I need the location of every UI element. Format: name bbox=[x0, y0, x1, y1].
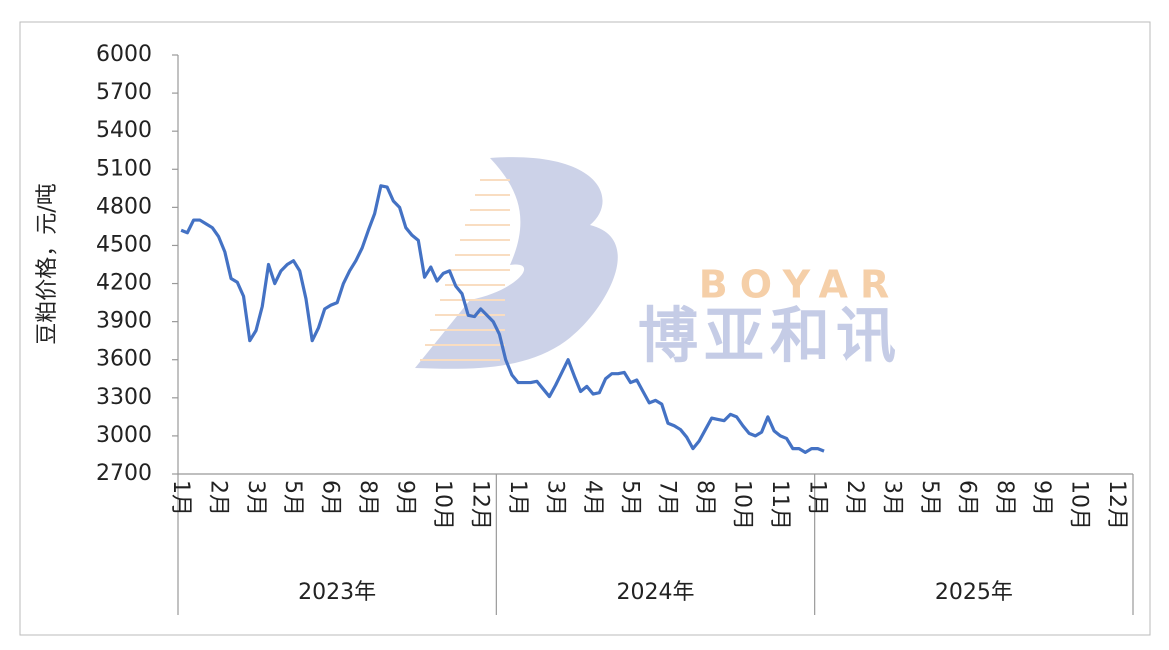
x-tick-label: 12月 bbox=[467, 480, 492, 530]
y-tick-label: 4200 bbox=[96, 271, 152, 296]
x-tick-label: 3月 bbox=[243, 480, 268, 516]
x-tick-label: 3月 bbox=[542, 480, 567, 516]
group-label: 2023年 bbox=[298, 580, 376, 605]
x-tick-label: 5月 bbox=[280, 480, 305, 516]
watermark-chinese: 博亚和讯 bbox=[638, 302, 902, 372]
x-tick-label: 4月 bbox=[580, 480, 605, 516]
y-tick-label: 4800 bbox=[96, 194, 152, 219]
x-tick-label: 10月 bbox=[430, 480, 455, 530]
y-tick-label: 5700 bbox=[96, 80, 152, 105]
x-tick-label: 6月 bbox=[954, 480, 979, 516]
y-tick-label: 3600 bbox=[96, 347, 152, 372]
x-tick-label: 3月 bbox=[879, 480, 904, 516]
y-tick-label: 6000 bbox=[96, 42, 152, 67]
y-tick-label: 2700 bbox=[96, 461, 152, 486]
x-tick-label: 2月 bbox=[205, 480, 230, 516]
chart-frame bbox=[19, 21, 1151, 636]
x-tick-label: 11月 bbox=[767, 480, 792, 530]
x-tick-label: 9月 bbox=[1029, 480, 1054, 516]
x-tick-label: 8月 bbox=[355, 480, 380, 516]
x-tick-label: 5月 bbox=[917, 480, 942, 516]
x-tick-label: 1月 bbox=[505, 480, 530, 516]
y-tick-label: 5100 bbox=[96, 156, 152, 181]
x-tick-label: 1月 bbox=[805, 480, 830, 516]
group-label: 2024年 bbox=[617, 580, 695, 605]
y-tick-label: 3300 bbox=[96, 385, 152, 410]
y-tick-label: 3000 bbox=[96, 423, 152, 448]
x-tick-label: 10月 bbox=[730, 480, 755, 530]
data-line bbox=[180, 184, 825, 455]
x-tick-label: 10月 bbox=[1067, 480, 1092, 530]
watermark-latin: BOYAR bbox=[699, 263, 901, 307]
x-tick-label: 1月 bbox=[168, 480, 193, 516]
group-label: 2025年 bbox=[935, 580, 1013, 605]
x-tick-label: 9月 bbox=[393, 480, 418, 516]
y-tick-label: 3900 bbox=[96, 309, 152, 334]
y-tick-label: 5400 bbox=[96, 118, 152, 143]
x-tick-label: 12月 bbox=[1104, 480, 1129, 530]
y-axis-label: 豆粕价格，元/吨 bbox=[35, 183, 60, 344]
x-tick-label: 7月 bbox=[655, 480, 680, 516]
y-tick-label: 4500 bbox=[96, 232, 152, 257]
x-tick-label: 8月 bbox=[992, 480, 1017, 516]
x-tick-label: 8月 bbox=[692, 480, 717, 516]
watermark-logo bbox=[415, 157, 618, 369]
x-tick-label: 5月 bbox=[617, 480, 642, 516]
x-tick-label: 2月 bbox=[842, 480, 867, 516]
x-tick-label: 6月 bbox=[318, 480, 343, 516]
